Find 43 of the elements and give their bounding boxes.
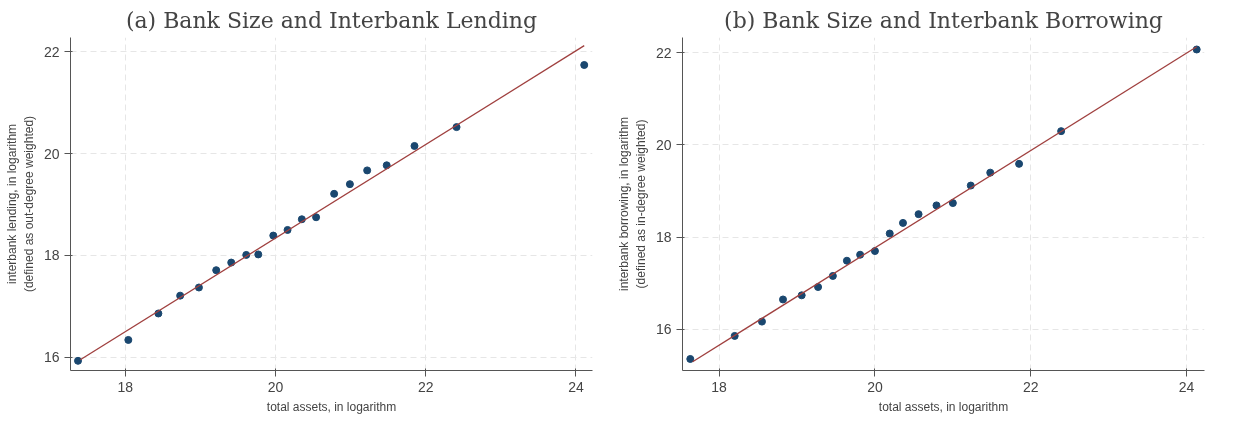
x-tick-label: 22: [417, 378, 434, 395]
x-tick-label: 22: [1022, 378, 1039, 395]
point: [312, 213, 321, 222]
chart-title: (b) Bank Size and Interbank Borrowing: [724, 7, 1163, 33]
x-tick-label: 24: [568, 378, 584, 395]
x-tick-label: 18: [117, 378, 134, 395]
point: [580, 61, 589, 69]
point: [212, 266, 221, 275]
point: [898, 218, 907, 227]
y-tick-label: 20: [43, 145, 60, 162]
point: [779, 295, 787, 304]
point: [914, 210, 923, 219]
x-tick-label: 18: [711, 378, 728, 395]
point: [686, 354, 695, 363]
point: [814, 283, 823, 292]
y-tick-label: 16: [43, 349, 60, 366]
y-tick-label: 22: [43, 43, 60, 60]
x-axis-title: total assets, in logarithm: [266, 399, 397, 414]
y-tick-label: 22: [655, 44, 672, 61]
point: [885, 229, 894, 238]
y-tick-label: 16: [655, 321, 672, 338]
y-tick-label: 18: [43, 247, 60, 264]
y-axis-title: interbank lending, in logarithm (defined as out-degree weighted): [5, 115, 36, 293]
point: [345, 180, 354, 189]
point: [363, 166, 372, 175]
x-tick-label: 24: [1178, 378, 1195, 395]
x-tick-label: 20: [267, 378, 284, 395]
y-tick-label: 18: [655, 229, 672, 246]
y-axis-title: interbank borrowing, in logarithm (defined as in-degree weighted): [617, 116, 648, 292]
point: [124, 335, 133, 344]
point: [330, 189, 339, 198]
point: [932, 201, 941, 210]
x-tick-label: 20: [867, 378, 883, 395]
chart-title: (a) Bank Size and Interbank Lending: [125, 7, 538, 33]
y-tick-label: 20: [655, 136, 672, 153]
point: [842, 256, 851, 265]
point: [1015, 159, 1024, 168]
point: [410, 141, 419, 150]
point: [948, 199, 957, 208]
point: [254, 250, 263, 259]
x-axis-title: total assets, in logarithm: [878, 399, 1009, 414]
point: [74, 356, 83, 365]
point: [269, 231, 278, 240]
